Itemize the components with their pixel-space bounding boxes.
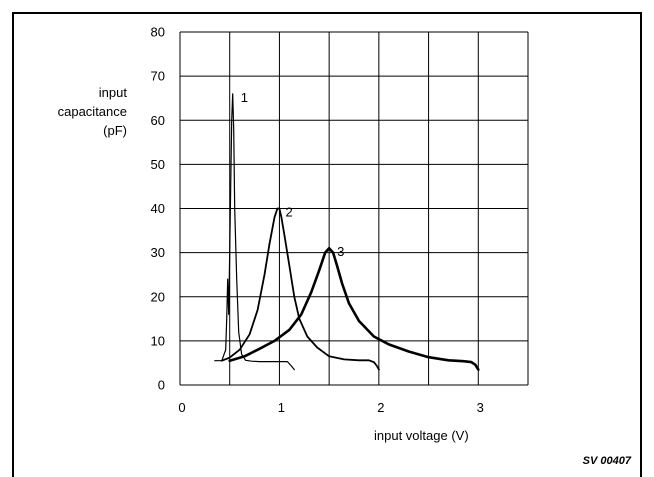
y-tick-label: 20 xyxy=(151,289,165,304)
grid xyxy=(179,31,529,386)
y-axis-label-line-2: capacitance xyxy=(58,104,127,119)
y-tick-label: 40 xyxy=(151,201,165,216)
y-tick-label: 60 xyxy=(151,113,165,128)
y-tick-labels: 0 10 20 30 40 50 60 70 80 xyxy=(151,25,165,393)
figure-code: SV 00407 xyxy=(583,455,632,467)
y-tick-label: 70 xyxy=(151,69,165,84)
series-label-2: 2 xyxy=(285,205,292,220)
y-tick-label: 50 xyxy=(151,157,165,172)
y-axis-label-line-1: input xyxy=(99,85,128,100)
y-tick-label: 0 xyxy=(158,378,165,393)
y-axis-label-line-3: (pF) xyxy=(103,123,127,138)
y-tick-label: 30 xyxy=(151,245,165,260)
y-tick-label: 80 xyxy=(151,25,165,40)
x-axis-label: input voltage (V) xyxy=(374,428,469,443)
x-tick-labels: 0 1 2 3 xyxy=(178,400,484,415)
series-line-3 xyxy=(228,246,480,371)
x-tick-label: 2 xyxy=(377,400,384,415)
plot-lines xyxy=(214,93,480,371)
x-tick-label: 1 xyxy=(278,400,285,415)
series-line-2 xyxy=(220,207,380,371)
x-tick-label: 3 xyxy=(477,400,484,415)
series-line-1 xyxy=(214,93,295,371)
series-label-3: 3 xyxy=(337,244,344,259)
y-tick-label: 10 xyxy=(151,333,165,348)
series-labels: 1 2 3 xyxy=(241,90,345,259)
figure-border xyxy=(12,12,642,477)
series-label-1: 1 xyxy=(241,90,248,105)
x-tick-label: 0 xyxy=(178,400,185,415)
